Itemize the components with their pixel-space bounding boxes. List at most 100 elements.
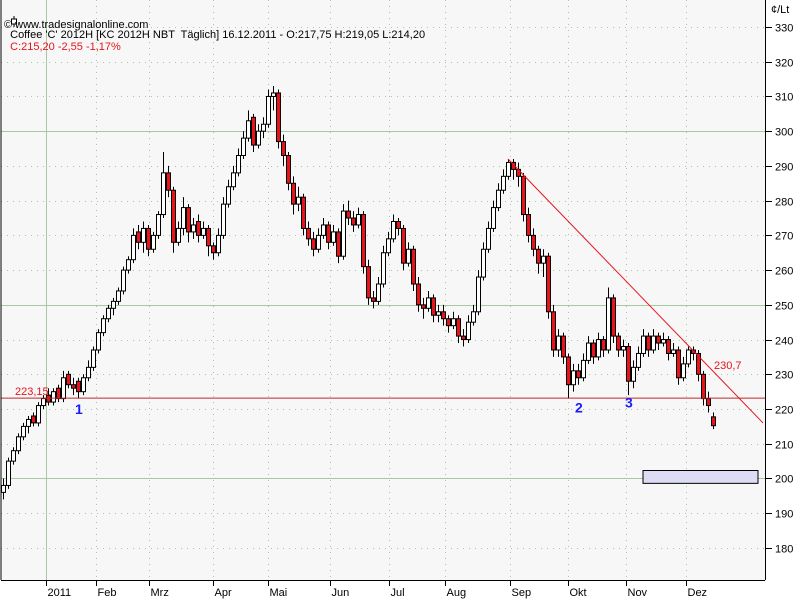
candle <box>551 304 556 357</box>
candle-body-down <box>511 161 516 170</box>
candle-body-down <box>396 220 401 229</box>
candle-body-down <box>456 318 461 337</box>
candle <box>561 332 566 364</box>
candle-body-up <box>671 349 676 354</box>
candle <box>311 231 316 257</box>
candle <box>321 218 326 239</box>
candle-body-down <box>31 415 36 424</box>
candle <box>191 218 196 239</box>
candle <box>371 290 376 309</box>
candle <box>251 113 256 153</box>
candle-body-down <box>691 349 696 354</box>
x-tick-label: Dez <box>688 587 708 599</box>
candle-body-up <box>621 346 626 351</box>
candle-body-down <box>696 352 701 375</box>
candle <box>91 346 96 371</box>
candle <box>41 395 46 410</box>
candle <box>36 402 41 427</box>
y-tick-label: 220 <box>775 405 793 417</box>
candle-body-up <box>161 172 166 216</box>
candle-body-down <box>56 387 61 400</box>
x-tick-label: Sep <box>512 587 532 599</box>
copyright: © www.tradesignalonline.com <box>4 19 149 31</box>
candle-body-up <box>246 120 251 139</box>
candle-body-down <box>711 416 716 427</box>
candle <box>626 343 631 396</box>
candle <box>711 412 716 430</box>
candle-body-up <box>501 175 506 191</box>
candle <box>696 349 701 382</box>
y-tick-label: 330 <box>775 23 793 35</box>
candle-body-down <box>461 335 466 341</box>
candle-body-up <box>556 335 561 351</box>
candle-body-down <box>306 227 311 240</box>
candle-body-up <box>256 130 261 146</box>
y-axis: 330 320 310 300 290 280 270 260 250 240 230 220 210 2… <box>766 23 793 556</box>
candle <box>586 336 591 364</box>
candle <box>231 165 236 191</box>
candle-body-up <box>341 210 346 257</box>
candle-body-up <box>541 255 546 264</box>
candle <box>171 186 176 253</box>
candle <box>601 336 606 357</box>
candle <box>161 152 166 219</box>
candle-body-up <box>466 321 471 341</box>
candle <box>671 343 676 357</box>
candle <box>126 256 131 274</box>
candle <box>491 200 496 232</box>
candle-body-up <box>241 137 246 157</box>
candle <box>666 336 671 361</box>
candle-body-up <box>481 248 486 278</box>
candle-body-up <box>571 370 576 386</box>
candle <box>31 412 36 427</box>
candle-body-up <box>176 227 181 243</box>
candle <box>16 433 21 455</box>
candle-body-up <box>491 207 496 229</box>
candle-body-up <box>506 161 511 177</box>
candle <box>286 152 291 191</box>
candle <box>486 221 491 253</box>
candle <box>116 287 121 305</box>
candle <box>511 158 516 180</box>
candle <box>591 339 596 364</box>
candle <box>396 218 401 236</box>
candle <box>301 193 306 236</box>
candle <box>546 252 551 319</box>
candle <box>496 183 501 212</box>
candle <box>46 388 51 406</box>
candle-body-up <box>181 207 186 229</box>
candle-body-up <box>261 123 266 132</box>
candle-body-up <box>596 339 601 358</box>
candle-body-up <box>21 425 26 438</box>
candle <box>131 228 136 264</box>
x-tick-label: Aug <box>447 587 467 599</box>
candle-body-up <box>686 349 691 365</box>
chart-header: Coffee 'C' 2012H [KC 2012H NBT Täglich] … <box>4 3 425 53</box>
y-tick-label: 260 <box>775 266 793 278</box>
candle <box>186 204 191 243</box>
wave-label: 1 <box>75 401 83 417</box>
candle <box>506 158 511 180</box>
candle <box>326 221 331 250</box>
candle-body-down <box>46 394 51 403</box>
candle <box>576 363 581 385</box>
candle-body-up <box>266 95 271 125</box>
candle <box>276 89 281 149</box>
y-tick-label: 240 <box>775 336 793 348</box>
candle-body-down <box>196 220 201 236</box>
y-tick-label: 290 <box>775 162 793 174</box>
candle-body-down <box>521 175 526 216</box>
candle-body-up <box>156 214 161 236</box>
candle <box>636 346 641 371</box>
candle-body-up <box>151 234 156 250</box>
candle-body-up <box>386 238 391 254</box>
candle <box>701 370 706 406</box>
candle-body-up <box>681 363 686 379</box>
candle-body-down <box>66 373 71 386</box>
candle-body-up <box>86 366 91 379</box>
candle <box>281 134 286 166</box>
candle-body-down <box>701 373 706 400</box>
candle <box>436 304 441 323</box>
candle <box>521 172 526 222</box>
candle-body-up <box>141 227 146 243</box>
